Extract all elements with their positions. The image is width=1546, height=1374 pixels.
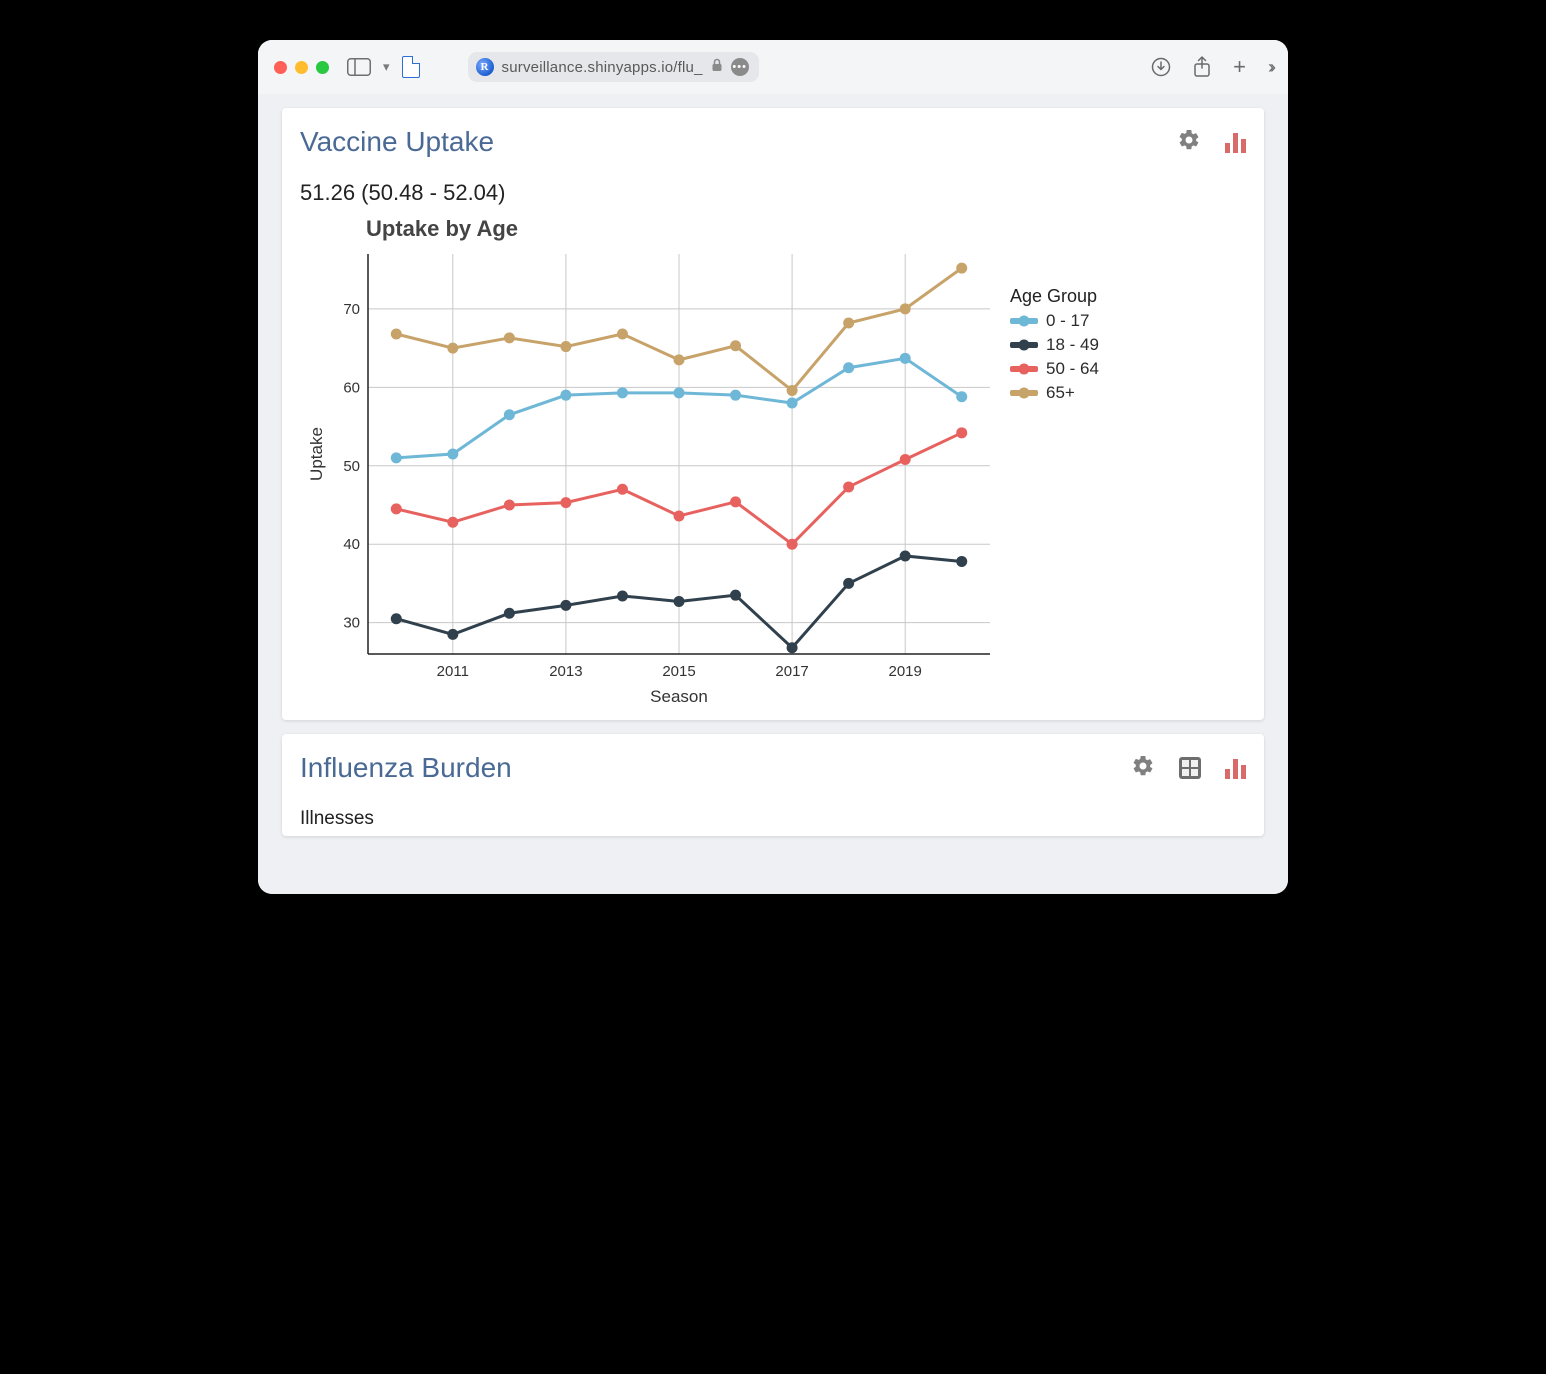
svg-text:2013: 2013 <box>549 663 582 680</box>
svg-text:70: 70 <box>343 301 360 318</box>
legend-swatch <box>1010 318 1038 324</box>
svg-text:Season: Season <box>650 687 708 706</box>
new-tab-button[interactable]: + <box>1233 54 1246 80</box>
svg-text:30: 30 <box>343 615 360 632</box>
gear-icon[interactable] <box>1177 128 1201 157</box>
downloads-icon[interactable] <box>1151 57 1171 77</box>
chart-title: Uptake by Age <box>366 216 1246 242</box>
traffic-lights <box>274 61 329 74</box>
gear-icon[interactable] <box>1131 754 1155 783</box>
window-zoom-button[interactable] <box>316 61 329 74</box>
legend-swatch <box>1010 366 1038 372</box>
legend-title: Age Group <box>1010 286 1099 307</box>
uptake-chart: 30 40 50 60 70 2011 2013 2015 2017 2019 Season Upta… <box>300 244 1000 714</box>
page-icon[interactable] <box>402 56 420 78</box>
calculator-icon[interactable] <box>1179 757 1201 779</box>
url-text: surveillance.shinyapps.io/flu_ <box>502 59 703 76</box>
influenza-burden-card: Influenza Burden Illnesses <box>282 734 1264 836</box>
legend-item: 65+ <box>1010 383 1099 403</box>
burden-subhead: Illnesses <box>300 808 1246 830</box>
card-title: Vaccine Uptake <box>300 126 494 158</box>
sidebar-toggle-button[interactable] <box>347 58 371 76</box>
legend-label: 65+ <box>1046 383 1075 403</box>
summary-stat: 51.26 (50.48 - 52.04) <box>300 180 1246 206</box>
legend-item: 0 - 17 <box>1010 311 1099 331</box>
window-close-button[interactable] <box>274 61 287 74</box>
svg-text:Uptake: Uptake <box>307 427 326 481</box>
vaccine-uptake-card: Vaccine Uptake 51.26 (50.48 - 52.04) Upt… <box>282 108 1264 720</box>
legend-swatch <box>1010 390 1038 396</box>
legend-item: 50 - 64 <box>1010 359 1099 379</box>
svg-text:2015: 2015 <box>662 663 695 680</box>
svg-text:2017: 2017 <box>775 663 808 680</box>
chart-legend: Age Group 0 - 17 18 - 49 50 - 64 65+ <box>1000 244 1099 714</box>
legend-item: 18 - 49 <box>1010 335 1099 355</box>
svg-text:2011: 2011 <box>437 663 469 680</box>
bars-icon[interactable] <box>1225 757 1246 779</box>
legend-label: 18 - 49 <box>1046 335 1099 355</box>
share-icon[interactable] <box>1193 56 1211 78</box>
bars-icon[interactable] <box>1225 131 1246 153</box>
chevron-down-icon[interactable]: ▾ <box>383 59 390 75</box>
address-bar[interactable]: R surveillance.shinyapps.io/flu_ ••• <box>468 52 759 82</box>
svg-text:2019: 2019 <box>888 663 921 680</box>
page-menu-icon[interactable]: ••• <box>731 58 749 76</box>
card-title: Influenza Burden <box>300 752 512 784</box>
browser-window: ▾ R surveillance.shinyapps.io/flu_ ••• +… <box>258 40 1288 894</box>
svg-text:40: 40 <box>343 536 360 553</box>
window-minimize-button[interactable] <box>295 61 308 74</box>
svg-text:60: 60 <box>343 379 360 396</box>
svg-text:50: 50 <box>343 458 360 475</box>
legend-swatch <box>1010 342 1038 348</box>
browser-toolbar: ▾ R surveillance.shinyapps.io/flu_ ••• +… <box>258 40 1288 94</box>
page-content: Vaccine Uptake 51.26 (50.48 - 52.04) Upt… <box>258 94 1288 894</box>
legend-label: 50 - 64 <box>1046 359 1099 379</box>
lock-icon <box>711 58 723 76</box>
overflow-icon[interactable]: ›› <box>1268 57 1272 78</box>
site-favicon-icon: R <box>476 58 494 76</box>
legend-label: 0 - 17 <box>1046 311 1089 331</box>
